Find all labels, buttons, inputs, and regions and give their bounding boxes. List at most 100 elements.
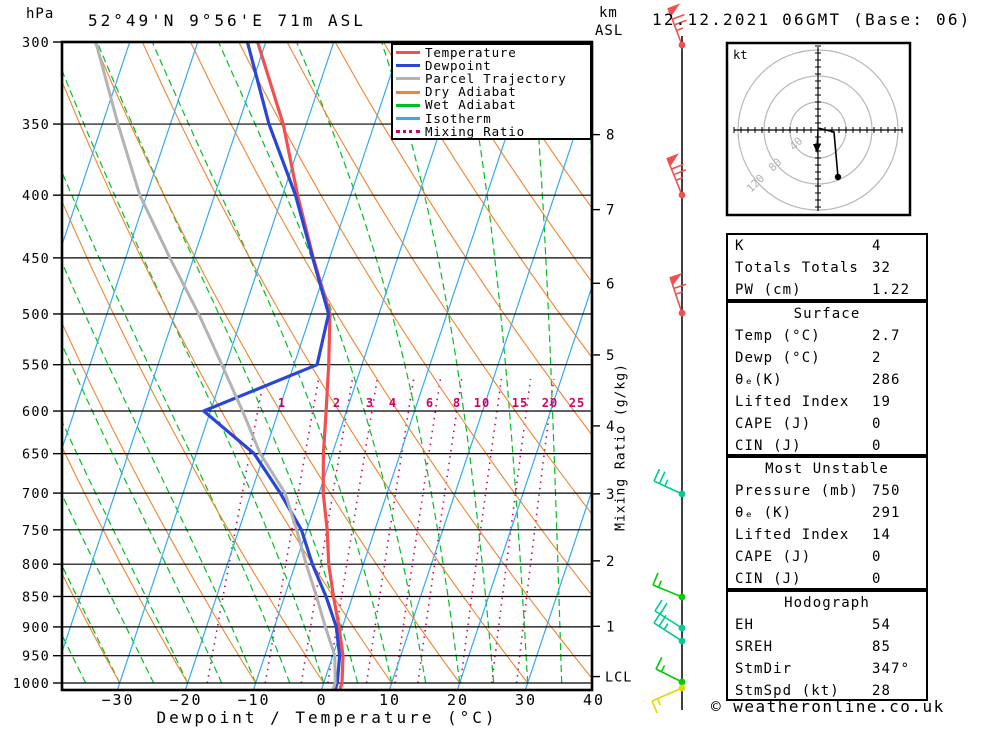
pressure-axis-unit: hPa: [26, 6, 55, 22]
parcel-trajectory-curve: [94, 43, 337, 689]
mixing-ratio-label: 4: [389, 396, 397, 410]
isotherms: [63, 43, 591, 689]
stat-value: 4: [872, 238, 882, 254]
stat-label: Lifted Index: [735, 527, 850, 543]
stat-value: 750: [872, 483, 901, 499]
pressure-tick-label: 1000: [13, 676, 50, 692]
stats-table-header: Most Unstable: [765, 461, 889, 477]
stat-row: CAPE (J) 0: [728, 413, 926, 435]
mixing-ratio-label: 3: [366, 396, 374, 410]
mixing-ratio-label: 1: [278, 396, 286, 410]
wind-barb: [651, 684, 686, 714]
pressure-tick-label: 600: [22, 404, 50, 420]
wind-barb-column: [651, 3, 687, 714]
temperature-tick-label: −20: [169, 691, 202, 709]
legend-item: Dewpoint: [393, 59, 590, 72]
temperature-tick-label: −30: [101, 691, 134, 709]
mixing-ratio-label: 8: [453, 396, 461, 410]
wind-barb-base-dot: [678, 678, 686, 686]
altitude-axis-unit: km: [599, 5, 618, 21]
km-tick-label: 1: [606, 619, 615, 635]
legend-label: Temperature: [425, 44, 517, 60]
stat-row: PW (cm) 1.22: [728, 279, 926, 301]
stat-label: CAPE (J): [735, 416, 812, 432]
stat-value: 19: [872, 394, 892, 410]
stat-value: 0: [872, 438, 882, 454]
stat-row: Lifted Index 14: [728, 524, 926, 546]
hodograph-arrowhead: [813, 144, 821, 153]
dewpoint-curve: [202, 43, 342, 689]
stat-value: 0: [872, 416, 882, 432]
stat-row: StmDir 347°: [728, 658, 926, 680]
plot-border: [60, 40, 594, 692]
legend-label: Dry Adiabat: [425, 84, 517, 100]
lcl-label: LCL: [605, 670, 632, 686]
wind-barb: [652, 572, 686, 601]
km-tick-label: 3: [606, 487, 615, 503]
wind-barb-base-dot: [678, 490, 686, 498]
stat-row: θₑ (K) 291: [728, 502, 926, 524]
temperature-tick-label: 10: [379, 691, 401, 709]
stat-value: 347°: [872, 661, 911, 677]
legend-swatch: [396, 64, 420, 68]
stat-value: 0: [872, 549, 882, 565]
km-tick-label: 4: [606, 419, 615, 435]
legend-swatch: [396, 90, 420, 94]
stat-row: StmSpd (kt) 28: [728, 680, 926, 702]
legend-label: Dewpoint: [425, 57, 492, 73]
temperature-tick-label: −10: [237, 691, 270, 709]
legend-item: Parcel Trajectory: [393, 72, 590, 85]
stat-label: CAPE (J): [735, 549, 812, 565]
legend-label: Parcel Trajectory: [425, 70, 567, 86]
wind-barb: [653, 468, 686, 498]
stat-row: Pressure (mb) 750: [728, 480, 926, 502]
stats-table: Surface Temp (°C) 2.7 Dewp (°C) 2 θₑ(K) 286 Lif…: [726, 301, 928, 456]
temperature-tick-label: 40: [583, 691, 605, 709]
stat-value: 32: [872, 260, 892, 276]
pressure-tick-label: 500: [22, 307, 50, 323]
stat-label: Totals Totals: [735, 260, 859, 276]
legend-swatch: [396, 77, 420, 81]
wind-barb: [666, 153, 687, 199]
legend-swatch: [396, 117, 420, 121]
mixing-ratio-labels: 1 2 3 4 6 8 10 15 20 25: [278, 396, 584, 410]
stat-row: CIN (J) 0: [728, 568, 926, 590]
stat-value: 28: [872, 683, 892, 699]
pressure-tick-label: 850: [22, 589, 50, 605]
wind-barb-base-dot: [678, 637, 686, 645]
stat-row: Lifted Index 19: [728, 391, 926, 413]
stat-label: Dewp (°C): [735, 350, 821, 366]
stat-value: 291: [872, 505, 901, 521]
stats-table-header: Hodograph: [784, 595, 870, 611]
pressure-tick-label: 300: [22, 35, 50, 51]
stat-label: StmDir: [735, 661, 793, 677]
pressure-tick-label: 700: [22, 486, 50, 502]
stat-label: PW (cm): [735, 282, 802, 298]
stat-row: EH 54: [728, 614, 926, 636]
km-tick-label: 5: [606, 348, 615, 364]
legend-swatch: [396, 103, 420, 107]
pressure-tick-label: 900: [22, 620, 50, 636]
legend-item: Mixing Ratio: [393, 125, 590, 138]
pressure-tick-label: 800: [22, 557, 50, 573]
legend-item: Dry Adiabat: [393, 84, 590, 100]
wind-barb-base-dot: [678, 684, 686, 692]
mixing-ratio-label: 20: [542, 396, 558, 410]
stat-value: 286: [872, 372, 901, 388]
stats-table: K 4 Totals Totals 32 PW (cm) 1.22: [726, 233, 928, 301]
stat-label: θₑ(K): [735, 372, 783, 388]
legend: Temperature Dewpoint Parcel Trajectory Dry …: [391, 43, 592, 140]
legend-item: Isotherm: [393, 112, 590, 125]
wind-barb-base-dot: [678, 309, 686, 317]
stat-label: θₑ (K): [735, 505, 793, 521]
legend-label: Wet Adiabat: [425, 97, 517, 113]
stat-label: CIN (J): [735, 438, 802, 454]
hodograph-trace: [817, 127, 839, 178]
altitude-axis: 8 7 6 5 4 3 2 1 LCL: [592, 128, 632, 686]
stat-value: 85: [872, 639, 892, 655]
temperature-tick-label: 0: [316, 691, 327, 709]
